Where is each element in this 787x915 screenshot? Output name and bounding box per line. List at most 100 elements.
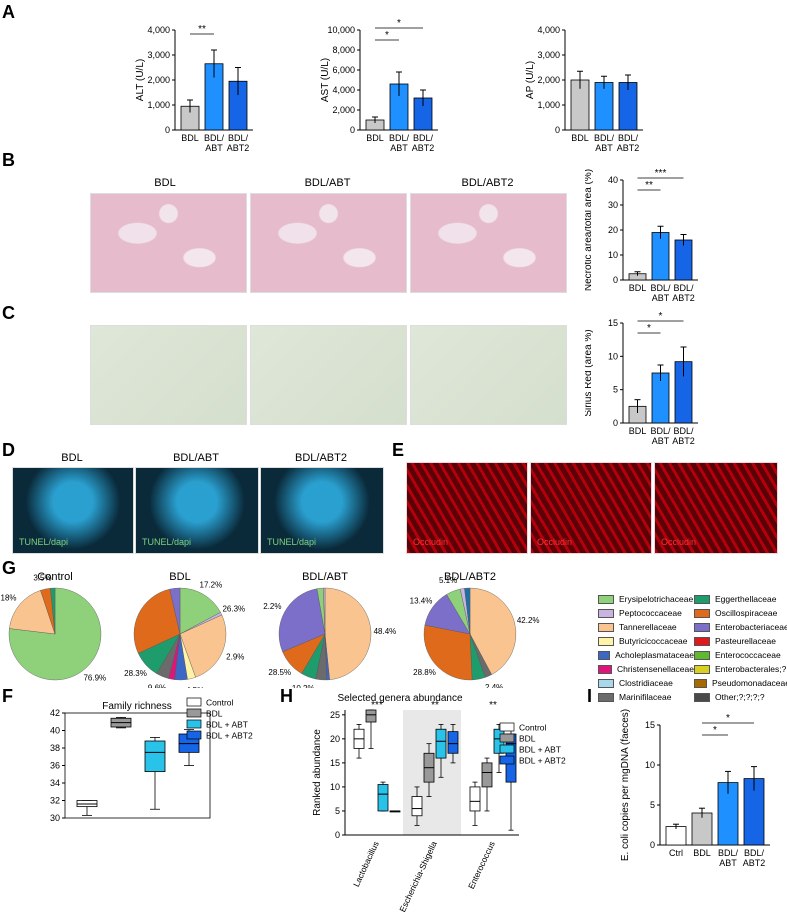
pie-label: 13.4%	[410, 597, 433, 606]
pie-label: 2.9%	[226, 653, 244, 662]
y-axis-label: Sirius Red (area %)	[585, 329, 594, 416]
sig-label: *	[397, 18, 401, 29]
legend-item: Eggerthellaceae	[694, 592, 787, 606]
y-tick-label: 15	[645, 720, 655, 730]
y-tick-label: 2,000	[332, 105, 355, 115]
pie-label: 5.1%	[439, 576, 457, 585]
sig-label: *	[713, 725, 717, 736]
x-tick-label: BDL/	[650, 426, 671, 436]
pie-slice	[323, 587, 326, 635]
box	[411, 796, 423, 817]
pie-label: 76.9%	[83, 673, 106, 682]
y-axis-label: ALT (U/L)	[135, 59, 146, 101]
pie-label: 3.5%	[33, 573, 51, 582]
occludin-image-bdl: Occludin	[406, 462, 528, 554]
legend-label: Enterobacterales;?	[715, 664, 787, 674]
y-tick-label: 0	[613, 275, 618, 285]
legend-item: Other;?;?;?;?	[694, 690, 787, 704]
y-tick-label: 0	[165, 125, 170, 135]
legend-label: Other;?;?;?;?	[715, 692, 765, 702]
x-tick-label: BDL/	[618, 133, 639, 143]
legend-swatch	[598, 608, 614, 618]
ecoli-copies-chart: 0 5 10 15 E. coli copies per mgDNA (faeces) C…	[620, 709, 770, 868]
image-label-bdl-abt2: BDL/ABT2	[461, 177, 514, 189]
legend-item: Enterobacterales;?	[694, 662, 787, 676]
bar	[665, 826, 687, 846]
y-tick-label: 25	[330, 710, 340, 720]
y-tick-label: 5	[650, 800, 655, 810]
panel-letter-e: E	[392, 440, 405, 460]
occludin-tag: Occludin	[537, 537, 573, 547]
y-tick-label: 4,000	[537, 25, 560, 35]
pie-label: 48.4%	[374, 627, 397, 636]
occludin-tag: Occludin	[413, 537, 449, 547]
legend-swatch	[499, 722, 515, 732]
pie-label: 17.2%	[200, 580, 223, 589]
legend-label: Pasteurellaceae	[715, 636, 776, 646]
tunel-image-bdl-abt2: TUNEL/dapi	[260, 467, 384, 554]
x-tick-label: ABT	[652, 436, 670, 446]
legend-swatch	[598, 678, 614, 688]
legend-label: Pseudomonadaceae	[712, 678, 787, 688]
y-axis-label: AST (U/L)	[320, 58, 331, 102]
y-tick-label: 10,000	[327, 25, 355, 35]
image-label-bdl: BDL	[154, 177, 176, 189]
y-tick-label: 5	[335, 806, 340, 816]
legend-item: Tannerellaceae	[598, 620, 694, 634]
x-tick-label: ABT	[390, 143, 408, 153]
pie-slice	[179, 614, 227, 678]
legend-swatch	[694, 594, 710, 604]
legend-label: Control	[519, 723, 547, 733]
y-tick-label: 42	[50, 708, 60, 718]
x-tick-label: BDL/	[413, 133, 434, 143]
pie-title: Control	[37, 571, 72, 583]
tunel-tag: TUNEL/dapi	[19, 537, 69, 547]
x-tick-label: ABT2	[617, 143, 640, 153]
y-axis-label: AP (U/L)	[525, 61, 536, 99]
pie-slice	[9, 590, 56, 635]
y-tick-label: 10	[608, 351, 618, 361]
legend-swatch	[694, 664, 710, 674]
pie-label: 28.8%	[413, 668, 436, 677]
legend-swatch	[598, 692, 614, 702]
tunel-label-bdl-abt2: BDL/ABT2	[295, 452, 347, 464]
pie-label: 4.7%	[472, 687, 490, 688]
x-tick-label: BDL/	[744, 848, 765, 858]
bar	[674, 239, 693, 281]
legend-swatch	[598, 622, 614, 632]
tunel-image-bdl-abt: TUNEL/dapi	[135, 467, 259, 554]
x-tick-label: BDL/	[673, 426, 694, 436]
y-tick-label: 4,000	[332, 85, 355, 95]
pie-slice	[169, 587, 181, 635]
legend-label: Tannerellaceae	[619, 622, 677, 632]
x-tick-label: BDL/	[718, 848, 739, 858]
y-tick-label: 1,000	[537, 100, 560, 110]
y-tick-label: 34	[50, 778, 60, 788]
pie-label: 4.5%	[160, 687, 178, 688]
legend-swatch	[694, 692, 710, 702]
pie-label: 2.4%	[485, 683, 503, 688]
x-tick-label: BDL	[571, 133, 589, 143]
tunel-tag: TUNEL/dapi	[142, 537, 192, 547]
panel-letter-f: F	[2, 686, 13, 706]
pie-label: 18%	[1, 593, 17, 602]
y-tick-label: 10	[608, 250, 618, 260]
x-tick-label: BDL	[629, 426, 647, 436]
pie-title: BDL/ABT	[302, 571, 348, 583]
panel-letter-i: I	[587, 686, 593, 706]
legend-label: Enterococcaceae	[715, 650, 781, 660]
panel-letter-g: G	[2, 558, 17, 578]
occludin-tag: Occludin	[661, 537, 697, 547]
x-tick-label: ABT	[652, 293, 670, 303]
legend-item: Peptococcaceae	[598, 606, 694, 620]
y-tick-label: 1,000	[147, 100, 170, 110]
sirius-image-bdl-abt	[250, 325, 407, 425]
panel-letter-a: A	[2, 2, 15, 22]
y-tick-label: 0	[350, 125, 355, 135]
pie-slice	[278, 588, 326, 652]
panel-letter-c: C	[2, 303, 15, 323]
x-tick-label: BDL/	[594, 133, 615, 143]
y-tick-label: 5	[613, 385, 618, 395]
tunel-label-bdl: BDL	[61, 452, 83, 464]
